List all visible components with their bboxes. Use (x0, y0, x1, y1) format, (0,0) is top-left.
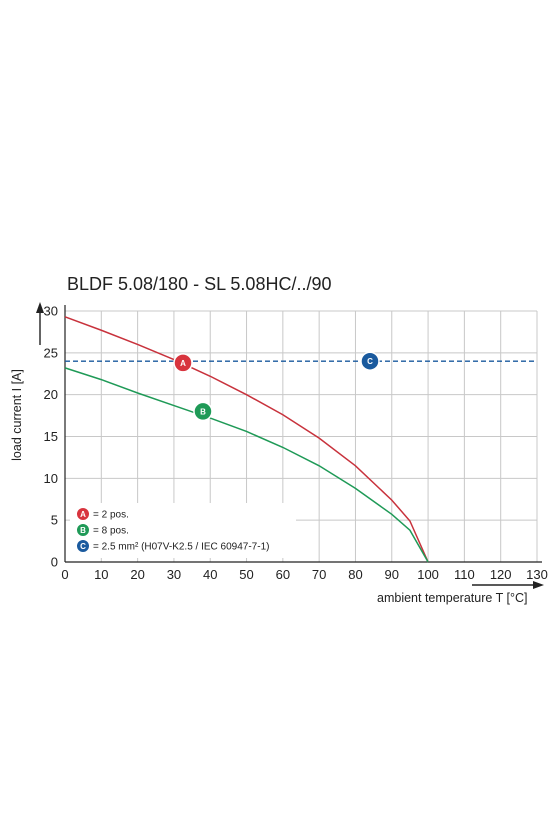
marker-badge-label: A (180, 359, 186, 368)
legend-box (70, 503, 296, 558)
y-axis-arrow-head (36, 302, 44, 313)
legend-badge-c (76, 539, 90, 553)
legend-badge-a (76, 507, 90, 521)
x-tick-label: 10 (94, 567, 108, 582)
legend-entry-text: = 2 pos. (93, 510, 129, 521)
x-axis-label: ambient temperature T [°C] (377, 591, 527, 605)
y-tick-label: 0 (51, 555, 58, 570)
marker-badge-a (173, 353, 193, 373)
x-tick-label: 30 (167, 567, 181, 582)
series-line-b (64, 367, 429, 563)
marker-badge-b (193, 401, 213, 422)
legend-badge-label: C (80, 542, 86, 551)
chart-axes: 0 10 20 30 40 50 60 70 80 90 100 110 120 130 0 5 10 15 20 2… (36, 302, 548, 589)
marker-badge-c (360, 351, 380, 371)
legend-badge-b (76, 523, 90, 537)
chart-legend: A = 2 pos. B = 8 pos. C = 2.5 mm² (H07V-K2.5 … (70, 503, 296, 558)
y-tick-label: 30 (44, 304, 58, 319)
x-axis-arrow-head (533, 581, 544, 589)
chart-markers: A B C (173, 351, 380, 422)
x-tick-label: 40 (203, 567, 217, 582)
y-axis-label: load current I [A] (10, 369, 24, 461)
y-tick-label: 5 (51, 513, 58, 528)
x-tick-label: 120 (490, 567, 512, 582)
x-tick-label: 0 (61, 567, 68, 582)
x-tick-label: 60 (276, 567, 290, 582)
legend-entry-text: = 2.5 mm² (H07V-K2.5 / IEC 60947-7-1) (93, 542, 269, 553)
x-tick-label: 70 (312, 567, 326, 582)
series-line-a (64, 316, 429, 563)
chart-title: BLDF 5.08/180 - SL 5.08HC/../90 (67, 274, 331, 294)
y-tick-label: 15 (44, 429, 58, 444)
y-tick-label: 20 (44, 387, 58, 402)
marker-badge-label: C (367, 357, 373, 366)
y-tick-label: 10 (44, 471, 58, 486)
x-tick-label: 90 (385, 567, 399, 582)
x-tick-label: 20 (130, 567, 144, 582)
x-tick-label: 110 (454, 567, 475, 582)
y-tick-label: 25 (44, 345, 58, 360)
x-tick-label: 50 (239, 567, 253, 582)
x-tick-label: 100 (417, 567, 439, 582)
legend-badge-label: B (80, 526, 86, 535)
legend-entry-text: = 8 pos. (93, 526, 129, 537)
x-tick-label: 130 (526, 567, 548, 582)
x-tick-label: 80 (348, 567, 362, 582)
legend-badge-label: A (80, 510, 86, 519)
chart-series (64, 316, 537, 563)
marker-badge-label: B (200, 407, 206, 416)
